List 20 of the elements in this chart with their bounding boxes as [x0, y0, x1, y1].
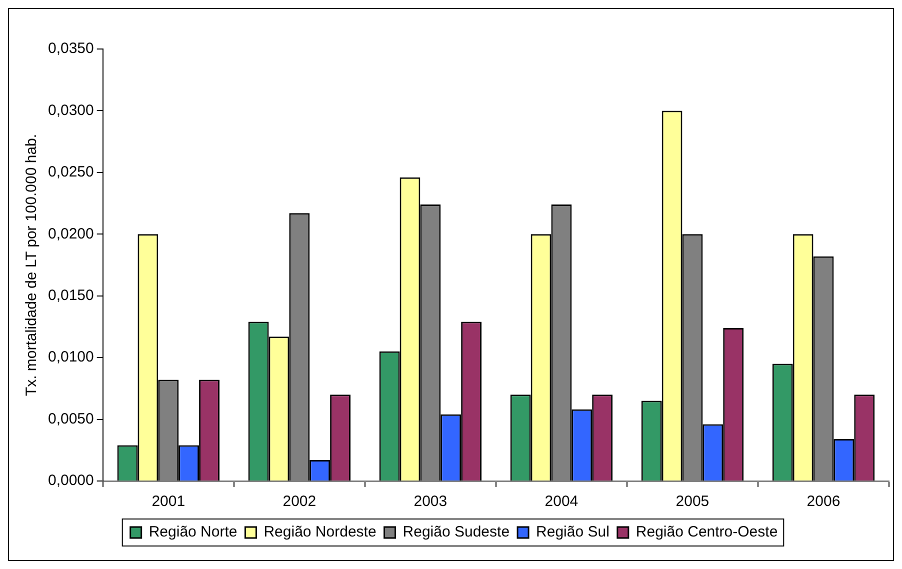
x-tick-label: 2003	[414, 493, 448, 510]
legend-label: Região Nordeste	[264, 524, 376, 541]
x-tick-label: 2004	[544, 493, 578, 510]
x-tick-label: 2002	[282, 493, 316, 510]
y-tick-label: 0,0150	[48, 287, 94, 304]
y-tick-label: 0,0200	[48, 225, 94, 242]
y-tick-label: 0,0300	[48, 102, 94, 119]
x-tick-label: 2006	[806, 493, 840, 510]
legend-label: Região Sudeste	[402, 524, 510, 541]
legend-label: Região Sul	[536, 524, 610, 541]
y-tick-label: 0,0250	[48, 164, 94, 181]
y-axis-title: Tx. mortalidade de LT por 100.000 hab.	[23, 134, 40, 396]
y-tick-label: 0,0100	[48, 348, 94, 366]
y-tick-label: 0,0050	[48, 410, 94, 428]
legend-label: Região Norte	[148, 524, 238, 541]
x-tick-label: 2005	[676, 493, 710, 510]
y-tick-label: 0,0000	[48, 472, 94, 490]
x-tick-label: 2001	[152, 493, 186, 510]
y-tick-label: 0,0350	[48, 40, 94, 58]
legend-label: Região Centro-Oeste	[636, 524, 778, 541]
